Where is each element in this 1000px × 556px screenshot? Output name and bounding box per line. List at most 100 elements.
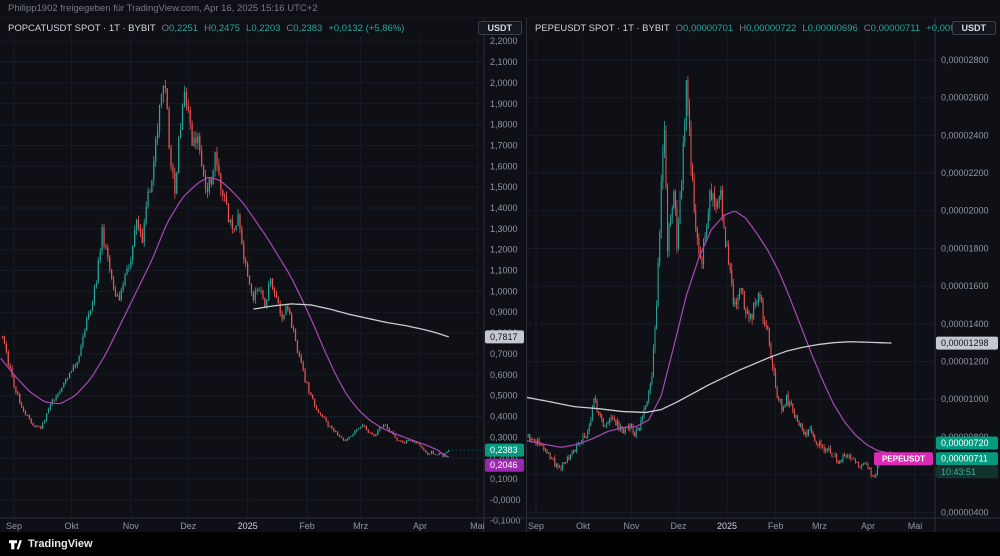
candle-body bbox=[99, 251, 101, 261]
candle-body bbox=[166, 88, 168, 109]
candle-body bbox=[533, 439, 535, 441]
candle-body bbox=[421, 445, 423, 449]
candle-body bbox=[335, 431, 337, 433]
candle-body bbox=[709, 190, 711, 214]
candle-body bbox=[759, 294, 761, 298]
candle-body bbox=[872, 475, 874, 477]
candle-body bbox=[648, 390, 650, 402]
candle-body bbox=[179, 129, 182, 138]
tradingview-logo-icon[interactable] bbox=[8, 537, 22, 551]
candle-body bbox=[337, 431, 339, 436]
candle-body bbox=[124, 273, 126, 285]
candle-body bbox=[377, 430, 379, 435]
candle-body bbox=[147, 191, 149, 207]
candle-body bbox=[442, 454, 444, 457]
chart-pane-pepeusdt[interactable]: 0,00002800 0,00002600 0,00002400 0,00002200… bbox=[526, 18, 1000, 532]
candlestick-chart-pepeusdt[interactable]: 0,00002800 0,00002600 0,00002400 0,00002200… bbox=[527, 18, 1000, 532]
candle-body bbox=[815, 441, 817, 444]
candle-body bbox=[363, 425, 366, 426]
candle-body bbox=[338, 435, 341, 437]
candle-body bbox=[321, 414, 323, 417]
candle-body bbox=[151, 179, 153, 193]
candle-body bbox=[665, 130, 667, 187]
candle-body bbox=[692, 167, 694, 182]
currency-badge[interactable]: USDT bbox=[477, 21, 522, 35]
candle-body bbox=[771, 355, 773, 367]
candle-body bbox=[577, 444, 579, 446]
candle-body bbox=[448, 450, 450, 452]
candle-body bbox=[704, 235, 706, 240]
candle-body bbox=[86, 318, 88, 331]
candle-body bbox=[409, 440, 412, 441]
candle-body bbox=[333, 428, 335, 432]
candle-body bbox=[568, 457, 570, 460]
candle-body bbox=[721, 189, 723, 217]
candle-body bbox=[842, 454, 844, 462]
countdown-label: 10:43:51 bbox=[941, 467, 976, 477]
candle-body bbox=[354, 431, 356, 435]
candle-body bbox=[674, 191, 676, 208]
candle-body bbox=[139, 227, 142, 233]
candlestick-chart-popcatusdt[interactable]: 2,2000 2,1000 2,0000 1,9000 1,8000 1,7000 1,60… bbox=[0, 18, 526, 532]
candle-body bbox=[635, 429, 637, 436]
candle-body bbox=[701, 257, 703, 265]
candle-body bbox=[306, 381, 308, 383]
candle-body bbox=[59, 391, 61, 394]
candle-body bbox=[204, 175, 207, 188]
candle-body bbox=[598, 411, 600, 415]
candle-body bbox=[105, 245, 107, 248]
change-value: +0,00000010 (+1,43%) bbox=[926, 23, 961, 34]
price-tag bbox=[485, 458, 524, 472]
candle-body bbox=[134, 230, 136, 246]
symbol-title[interactable]: PEPEUSDT SPOT · 1T · BYBIT bbox=[535, 23, 670, 34]
candle-body bbox=[690, 127, 692, 168]
candle-body bbox=[684, 121, 686, 143]
candle-body bbox=[419, 443, 421, 446]
price-tag-label: 0,7817 bbox=[490, 332, 518, 342]
candle-body bbox=[5, 344, 7, 352]
candle-body bbox=[762, 299, 764, 321]
candle-body bbox=[563, 462, 565, 464]
candle-body bbox=[558, 466, 560, 468]
chart-pane-popcatusdt[interactable]: 2,2000 2,1000 2,0000 1,9000 1,8000 1,7000 1,60… bbox=[0, 18, 526, 532]
candle-body bbox=[350, 436, 352, 437]
candle-body bbox=[582, 436, 584, 443]
candle-body bbox=[252, 292, 255, 301]
candle-body bbox=[693, 181, 695, 211]
candle-body bbox=[751, 313, 753, 319]
candle-body bbox=[632, 427, 634, 433]
candle-body bbox=[584, 436, 586, 438]
price-tick-label: 0,2000 bbox=[490, 453, 518, 463]
symbol-title[interactable]: POPCATUSDT SPOT · 1T · BYBIT bbox=[8, 23, 156, 34]
ma-white-line bbox=[253, 303, 449, 338]
candle-body bbox=[428, 453, 431, 455]
candle-body bbox=[413, 441, 415, 443]
symbol-price-badge-label: PEPEUSDT bbox=[882, 455, 925, 464]
time-axis-label: Mrz bbox=[353, 521, 368, 531]
currency-badge[interactable]: USDT bbox=[951, 21, 996, 35]
tradingview-wordmark[interactable]: TradingView bbox=[28, 538, 93, 550]
candle-body bbox=[135, 219, 138, 231]
candle-body bbox=[225, 196, 228, 204]
candle-body bbox=[551, 457, 553, 459]
candle-body bbox=[268, 284, 270, 301]
candle-body bbox=[289, 309, 291, 315]
candle-body bbox=[789, 401, 791, 406]
price-tick-label: 0,00001200 bbox=[941, 357, 989, 367]
candle-body bbox=[346, 438, 348, 441]
candle-body bbox=[1, 336, 4, 337]
candle-body bbox=[340, 436, 343, 438]
price-tick-label: 1,0000 bbox=[490, 286, 518, 296]
candle-body bbox=[191, 123, 193, 146]
candle-body bbox=[292, 327, 295, 330]
price-tick-label: 1,5000 bbox=[490, 182, 518, 192]
candle-body bbox=[367, 430, 369, 433]
candle-body bbox=[737, 297, 739, 305]
price-tick-label: 0,00001600 bbox=[941, 281, 989, 291]
candle-body bbox=[773, 366, 775, 372]
candle-body bbox=[735, 301, 737, 305]
candle-body bbox=[806, 431, 808, 436]
candle-body bbox=[812, 433, 814, 436]
candle-body bbox=[728, 244, 730, 265]
candle-body bbox=[114, 289, 117, 297]
